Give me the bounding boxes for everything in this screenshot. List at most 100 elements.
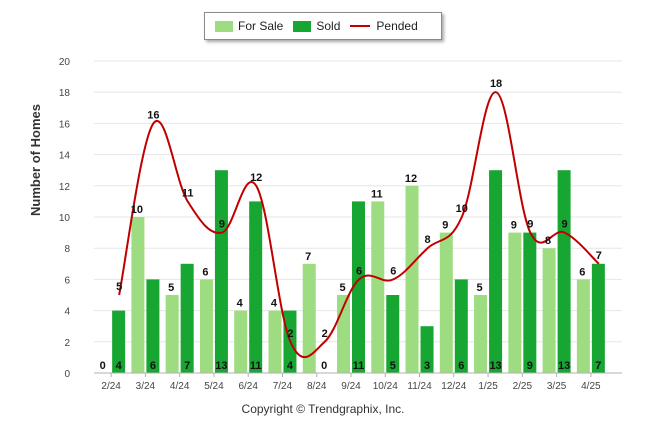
data-label-for-sale: 6	[579, 266, 585, 278]
x-tick-label: 4/25	[581, 381, 601, 392]
data-label-pended: 11	[182, 187, 194, 199]
data-label-pended: 5	[116, 281, 122, 293]
data-label-pended: 2	[287, 328, 293, 340]
legend-swatch-for-sale	[215, 20, 233, 32]
data-label-for-sale: 5	[168, 282, 174, 294]
data-label-sold: 11	[250, 360, 262, 372]
bar-for-sale	[371, 201, 385, 373]
data-label-for-sale: 12	[405, 173, 417, 185]
data-label-sold: 6	[458, 360, 464, 372]
bar-sold	[454, 279, 468, 373]
bar-for-sale	[508, 232, 522, 373]
data-label-for-sale: 4	[271, 298, 278, 310]
legend-swatch-sold	[293, 20, 312, 32]
legend-item-for-sale[interactable]: For Sale	[215, 19, 283, 33]
y-tick-label: 6	[64, 275, 70, 286]
footer-copyright: Copyright © Trendgraphix, Inc.	[241, 402, 405, 416]
y-tick-label: 4	[64, 307, 70, 318]
y-tick-label: 2	[64, 338, 70, 349]
bar-for-sale	[165, 295, 179, 373]
data-label-for-sale: 9	[511, 220, 517, 232]
data-label-pended: 18	[490, 78, 502, 90]
x-tick-label: 3/24	[136, 381, 156, 392]
pended-line	[118, 91, 600, 359]
legend-label-pended: Pended	[376, 19, 418, 33]
bar-for-sale	[199, 279, 213, 373]
bar-sold	[214, 170, 228, 373]
y-tick-label: 16	[59, 119, 71, 130]
bar-sold	[420, 326, 434, 373]
x-tick-label: 5/24	[204, 381, 224, 392]
data-label-sold: 5	[390, 360, 396, 372]
bar-for-sale	[439, 232, 453, 373]
bars	[112, 170, 605, 373]
data-label-pended: 9	[219, 219, 225, 231]
data-label-pended: 12	[250, 172, 262, 184]
data-label-pended: 16	[147, 109, 159, 121]
bar-sold	[557, 170, 571, 373]
x-tick-label: 3/25	[547, 381, 567, 392]
data-label-for-sale: 5	[477, 282, 483, 294]
data-label-for-sale: 9	[442, 220, 448, 232]
x-tick-label: 4/24	[170, 381, 190, 392]
data-label-pended: 7	[596, 250, 602, 262]
data-label-sold: 4	[116, 360, 123, 372]
bar-sold	[112, 310, 126, 373]
bar-sold	[489, 170, 503, 373]
data-labels: 0 410657613411447051111512396513998136751…	[100, 78, 602, 372]
y-tick-label: 0	[64, 369, 70, 380]
x-tick-label: 6/24	[238, 381, 258, 392]
x-tick-label: 10/24	[373, 381, 398, 392]
bar-for-sale	[234, 310, 248, 373]
bar-for-sale	[576, 279, 590, 373]
x-tick-label: 12/24	[441, 381, 466, 392]
data-label-for-sale: 0	[100, 360, 106, 372]
legend-label-sold: Sold	[316, 19, 341, 33]
legend-item-pended[interactable]: Pended	[350, 19, 418, 33]
data-label-for-sale: 10	[131, 204, 143, 216]
y-tick-label: 20	[59, 57, 71, 68]
data-label-sold: 11	[353, 360, 365, 372]
y-tick-label: 8	[64, 244, 70, 255]
bar-for-sale	[131, 217, 145, 373]
legend: For Sale Sold Pended	[204, 12, 442, 40]
x-tick-label: 2/24	[101, 381, 121, 392]
y-tick-label: 12	[59, 182, 71, 193]
y-tick-label: 18	[59, 88, 71, 99]
data-label-sold: 9	[527, 360, 533, 372]
data-label-sold: 4	[287, 360, 294, 372]
data-label-for-sale: 4	[237, 298, 244, 310]
data-label-sold: 13	[558, 360, 570, 372]
data-label-sold: 0	[321, 360, 327, 372]
data-label-pended: 6	[390, 265, 396, 277]
bar-sold	[352, 201, 365, 373]
data-label-pended: 9	[562, 219, 568, 231]
bar-for-sale	[268, 310, 282, 373]
bar-for-sale	[302, 263, 316, 373]
bar-sold	[386, 295, 400, 373]
y-tick-label: 10	[59, 213, 71, 224]
bar-for-sale	[542, 248, 556, 373]
data-label-pended: 2	[322, 328, 328, 340]
data-label-pended: 6	[356, 265, 362, 277]
bar-for-sale	[405, 185, 419, 373]
data-label-sold: 6	[150, 360, 156, 372]
legend-label-for-sale: For Sale	[238, 19, 284, 33]
x-tick-label: 1/25	[478, 381, 498, 392]
legend-line-pended	[350, 25, 371, 27]
y-axis-label: Number of Homes	[28, 104, 43, 216]
bar-sold	[591, 263, 605, 373]
x-tick-label: 9/24	[341, 381, 361, 392]
bar-sold	[146, 279, 160, 373]
legend-item-sold[interactable]: Sold	[293, 19, 340, 33]
x-tick-label: 8/24	[307, 381, 327, 392]
data-label-sold: 13	[215, 360, 227, 372]
bar-for-sale	[474, 295, 488, 373]
data-label-for-sale: 7	[305, 251, 311, 263]
x-tick-label: 2/25	[513, 381, 533, 392]
data-label-pended: 9	[527, 219, 533, 231]
data-label-for-sale: 6	[202, 266, 208, 278]
y-tick-label: 14	[59, 151, 71, 162]
